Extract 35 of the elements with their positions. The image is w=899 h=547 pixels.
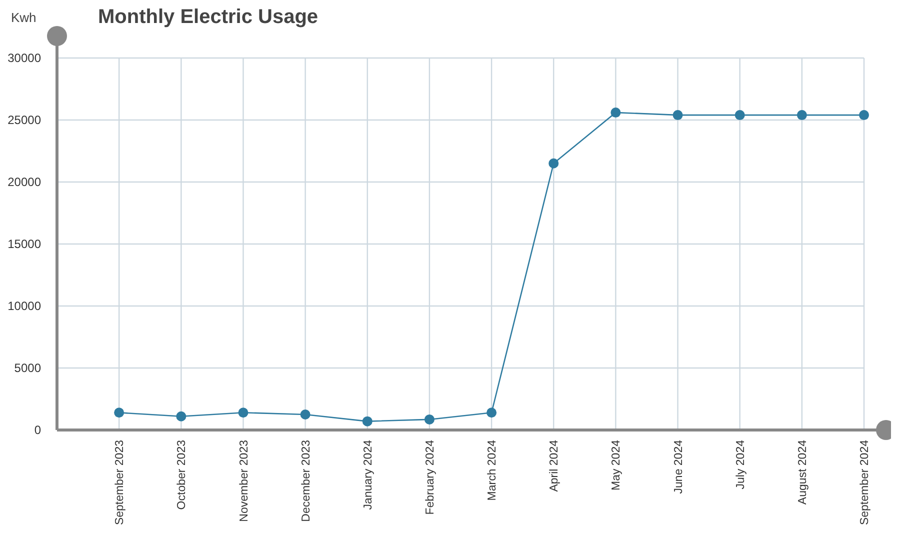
x-tick-label: February 2024 <box>424 439 436 515</box>
point <box>362 416 372 426</box>
x-tick-label: May 2024 <box>610 439 623 491</box>
x-tick-label: November 2023 <box>238 440 250 522</box>
x-tick-label: December 2023 <box>300 440 312 522</box>
x-tick-label: June 2024 <box>672 439 685 494</box>
y-tick-label: 30000 <box>8 51 42 66</box>
y-axis-title: Kwh <box>11 10 36 25</box>
point <box>114 408 124 418</box>
x-tick-label: March 2024 <box>486 439 499 501</box>
point <box>796 110 807 120</box>
x-tick-label: September 2024 <box>859 439 872 526</box>
x-tick-label: October 2023 <box>176 440 188 510</box>
point <box>610 108 621 118</box>
point <box>548 158 559 168</box>
chart-title: Monthly Electric Usage <box>98 6 318 28</box>
y-tick-label: 10000 <box>8 299 42 314</box>
x-tick-label: April 2024 <box>548 439 561 492</box>
point <box>238 408 248 418</box>
point <box>424 414 434 424</box>
x-tick-label: January 2024 <box>362 439 374 510</box>
y-tick-label: 15000 <box>8 237 42 252</box>
point <box>300 410 310 420</box>
point <box>486 408 497 418</box>
y-tick-label: 20000 <box>8 175 42 190</box>
point <box>734 110 745 120</box>
y-tick-label: 25000 <box>8 113 42 128</box>
y-tick-label: 5000 <box>14 361 42 376</box>
point <box>859 110 869 120</box>
point <box>176 411 186 422</box>
y-tick-label: 0 <box>34 423 42 438</box>
x-tick-label: July 2024 <box>734 439 747 490</box>
point <box>672 110 683 120</box>
x-tick-label: September 2023 <box>114 440 126 526</box>
x-tick-label: August 2024 <box>796 439 809 505</box>
